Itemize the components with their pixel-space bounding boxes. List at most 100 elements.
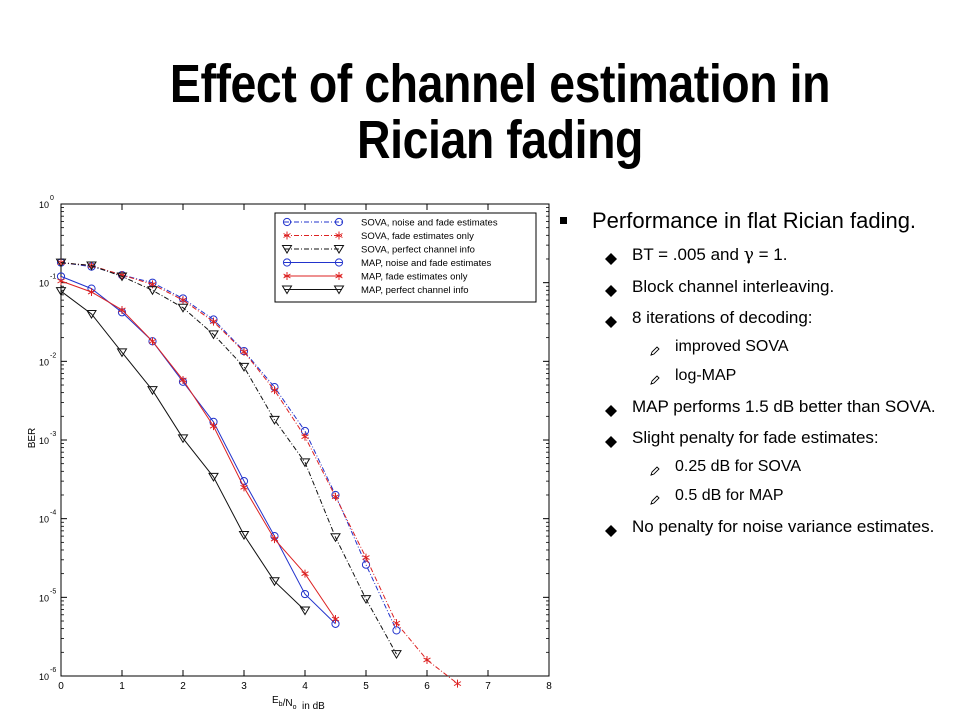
x-tick-label: 2 <box>180 681 186 692</box>
series-2 <box>57 258 462 688</box>
x-tick-label: 6 <box>424 681 430 692</box>
legend-entry: MAP, perfect channel info <box>281 285 469 296</box>
data-point <box>86 261 97 271</box>
y-tick-base: 10 <box>39 593 49 603</box>
series-line <box>60 262 397 655</box>
data-point <box>301 569 309 578</box>
legend-marker <box>283 231 291 240</box>
bullet-list: Performance in flat Rician fading. BT = .… <box>552 206 952 546</box>
x-tick-label: 1 <box>119 681 125 692</box>
data-point <box>177 303 189 313</box>
pen-bullet-icon <box>650 491 660 505</box>
legend-entry: MAP, noise and fade estimates <box>282 258 492 269</box>
legend-marker <box>282 258 292 267</box>
bullet-text: 8 iterations of decoding: <box>632 308 813 327</box>
data-point <box>116 348 128 358</box>
x-tick-label: 0 <box>58 681 64 692</box>
bullet-level-1: 8 iterations of decoding: <box>552 306 952 329</box>
legend-entry: SOVA, fade estimates only <box>283 231 474 242</box>
bullet-level-1: Slight penalty for fade estimates: <box>552 426 952 449</box>
data-point <box>269 577 280 587</box>
legend-marker <box>333 245 345 254</box>
pen-bullet-icon <box>650 462 660 476</box>
y-tick-base: 10 <box>39 515 49 525</box>
x-tick-label: 3 <box>241 681 247 692</box>
y-tick-exponent: -5 <box>50 588 56 595</box>
legend-entry: SOVA, noise and fade estimates <box>282 217 498 229</box>
y-tick-label: 10-3 <box>39 431 56 446</box>
bullet-level-1: BT = .005 and γ = 1. <box>552 243 952 267</box>
data-point <box>208 330 219 340</box>
y-tick-base: 10 <box>39 279 49 289</box>
data-point <box>331 615 340 624</box>
legend-marker <box>282 217 292 227</box>
data-point <box>177 434 189 444</box>
bullet-text: improved SOVA <box>675 338 789 355</box>
square-bullet-icon <box>560 217 567 224</box>
data-point <box>269 415 280 425</box>
diamond-bullet-icon <box>605 280 617 297</box>
data-point <box>148 337 157 346</box>
data-point <box>209 317 218 326</box>
series-5 <box>57 276 340 624</box>
data-point <box>331 492 340 501</box>
series-group <box>55 258 462 688</box>
pen-bullet-icon <box>650 342 660 356</box>
bullet-text: 0.5 dB for MAP <box>675 487 784 504</box>
x-tick-label: 8 <box>546 681 552 692</box>
legend-label: MAP, noise and fade estimates <box>361 258 492 269</box>
y-tick-label: 100 <box>39 195 54 210</box>
y-axis-label: BER <box>27 428 38 449</box>
series-line <box>60 262 458 684</box>
y-tick-exponent: -4 <box>50 510 56 517</box>
data-point <box>208 472 219 482</box>
data-point <box>55 287 67 297</box>
bullet-text: 0.25 dB for SOVA <box>675 458 801 475</box>
bullet-text: No penalty for noise variance estimates. <box>632 517 935 536</box>
data-point <box>299 458 311 468</box>
data-point <box>270 535 279 544</box>
y-tick-label: 10-6 <box>39 667 56 682</box>
y-tick-exponent: -3 <box>50 431 56 438</box>
series-3 <box>55 258 402 660</box>
data-point <box>147 286 158 296</box>
legend-label: SOVA, fade estimates only <box>361 231 474 242</box>
bullet-level-2: log-MAP <box>552 366 952 386</box>
bullet-level-1: No penalty for noise variance estimates. <box>552 515 952 538</box>
data-point <box>118 305 126 314</box>
slide-title-line-2: Rician fading <box>357 110 643 170</box>
legend-marker <box>281 285 293 295</box>
x-tick-label: 5 <box>363 681 369 692</box>
legend-box <box>274 212 537 303</box>
legend-entry: MAP, fade estimates only <box>283 272 468 283</box>
series-6 <box>55 287 311 616</box>
legend-marker <box>335 231 343 240</box>
data-point <box>360 595 372 605</box>
legend-entry: SOVA, perfect channel info <box>281 245 475 256</box>
y-tick-exponent: -1 <box>50 274 56 281</box>
bullet-level-1: Block channel interleaving. <box>552 275 952 298</box>
y-tick-label: 10-5 <box>39 588 56 603</box>
data-point <box>238 530 250 540</box>
y-tick-exponent: 0 <box>50 195 54 202</box>
x-tick-label: 7 <box>485 681 491 692</box>
data-point <box>453 679 462 688</box>
bullet-level-1: MAP performs 1.5 dB better than SOVA. <box>552 395 952 418</box>
bullet-text: Slight penalty for fade estimates: <box>632 428 879 447</box>
bullet-text: Performance in flat Rician fading. <box>592 208 917 233</box>
series-line <box>60 290 306 611</box>
legend-label: SOVA, perfect channel info <box>361 245 475 256</box>
diamond-bullet-icon <box>605 520 617 537</box>
legend-marker <box>334 217 344 227</box>
data-point <box>87 288 96 297</box>
data-point <box>209 422 218 431</box>
data-point <box>57 258 65 267</box>
slide-title-line-1: Effect of channel estimation in <box>169 54 831 114</box>
bullet-text: MAP performs 1.5 dB better than SOVA. <box>632 397 936 416</box>
data-point <box>392 619 401 628</box>
bullet-text: BT = .005 and γ = 1. <box>632 245 788 265</box>
data-point <box>55 258 67 268</box>
legend-label: SOVA, noise and fade estimates <box>361 218 498 229</box>
diamond-bullet-icon <box>605 400 617 417</box>
legend: SOVA, noise and fade estimates SOVA, fade… <box>274 212 537 303</box>
